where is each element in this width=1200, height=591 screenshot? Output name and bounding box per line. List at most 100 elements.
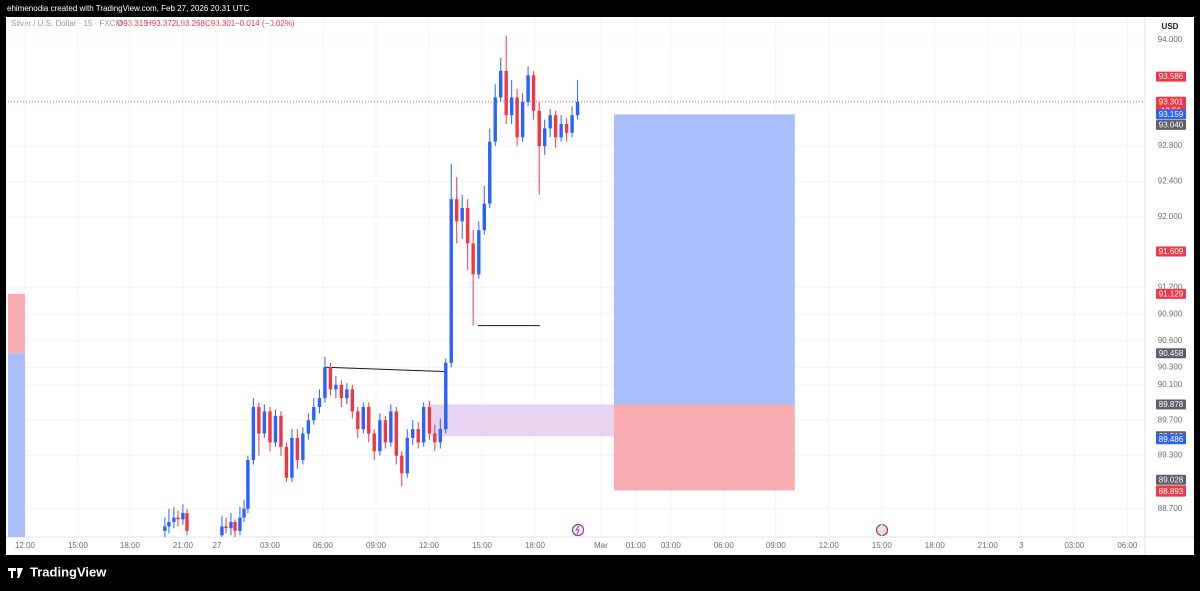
candle-body (273, 415, 278, 443)
candle-body (229, 521, 233, 529)
candle-body (328, 367, 333, 390)
footer-brand: TradingView (30, 564, 107, 579)
candle-body (242, 508, 246, 518)
candle-body (427, 407, 432, 434)
candle-body (317, 398, 322, 407)
candle-body (553, 115, 558, 138)
drawing-box (613, 114, 795, 405)
x-tick-label: 15:00 (872, 541, 893, 550)
candle-body (295, 437, 300, 461)
price-label-bg (1156, 348, 1186, 359)
y-tick-label: 92.000 (1158, 212, 1183, 221)
x-tick-label: 15:00 (68, 541, 89, 550)
header-text: ehimenodia created with TradingView.com,… (7, 4, 249, 13)
candle-body (455, 199, 459, 222)
candle-body (290, 437, 294, 478)
plot (8, 35, 1145, 537)
x-tick-label: 06:00 (1117, 541, 1138, 550)
y-tick-label: 92.400 (1158, 177, 1183, 186)
axes: 94.000 92.800 92.400 92.000 91.200 90.900 90.6… (15, 35, 1186, 550)
candle-body (367, 407, 371, 434)
x-tick-label: 18:00 (120, 541, 141, 550)
logo-icon (8, 568, 23, 578)
price-label-bg (1156, 474, 1186, 485)
candle-body (361, 407, 365, 430)
event-icon (575, 525, 580, 535)
candle-body (306, 420, 311, 434)
x-tick-label: 12:00 (419, 541, 440, 550)
candle-body (575, 101, 580, 116)
x-tick-label: 06:00 (313, 541, 334, 550)
y-tick-label: 94.000 (1158, 35, 1183, 44)
price-label: 93.586 (1159, 72, 1184, 81)
legend-high: H93.372 (146, 19, 177, 28)
x-tick-label: 21:00 (173, 541, 194, 550)
currency: USD (1162, 22, 1179, 31)
candle-body (279, 415, 283, 447)
price-label: 93.159 (1159, 110, 1184, 119)
candle-body (405, 437, 409, 474)
x-tick-label: Mar (594, 541, 608, 550)
x-tick-label: 27 (213, 541, 222, 550)
x-tick-label: 18:00 (925, 541, 946, 550)
price-label: 91.129 (1159, 290, 1184, 299)
event-icon (571, 523, 585, 537)
candle-body (559, 124, 563, 138)
price-label: 89.028 (1159, 475, 1184, 484)
legend-close: C93.301 (205, 19, 236, 28)
x-tick-label: 03:00 (661, 541, 682, 550)
candle-body (181, 513, 185, 520)
candle-body (220, 526, 224, 536)
candle-body (268, 411, 272, 443)
candle-body (488, 141, 492, 204)
candle-body (262, 411, 267, 434)
candle-body (471, 243, 475, 275)
y-tick-label: 90.600 (1158, 336, 1183, 345)
candle-body (176, 517, 180, 520)
candle-body (411, 429, 415, 438)
candle-body (339, 384, 344, 399)
x-tick-label: 3 (1019, 541, 1024, 550)
candle-body (394, 411, 399, 456)
candle-body (531, 75, 536, 111)
price-label-bg (1156, 71, 1186, 82)
candle-body (356, 411, 360, 430)
price-label: 89.486 (1159, 435, 1184, 444)
candle-body (167, 521, 171, 527)
candle-body (400, 455, 404, 474)
candle-body (543, 128, 547, 147)
y-tick-label: 88.700 (1158, 504, 1183, 513)
candle-body (350, 389, 355, 412)
x-tick-label: 06:00 (714, 541, 735, 550)
candle-body (246, 460, 250, 509)
candle-body (421, 407, 426, 443)
price-label: 90.458 (1159, 349, 1184, 358)
drawing-box (613, 404, 795, 491)
price-label-bg (1156, 434, 1186, 445)
candle-body (548, 115, 552, 129)
price-label: 88.893 (1159, 487, 1184, 496)
candle-body (444, 362, 448, 430)
candle-body (499, 70, 503, 98)
candle-body (334, 384, 338, 390)
x-tick-label: 15:00 (472, 541, 493, 550)
price-label: 93.301 (1159, 97, 1184, 106)
legend-low: L93.268 (176, 19, 205, 28)
candle-body (504, 70, 508, 116)
price-label-bg (1156, 109, 1186, 120)
candle-body (224, 526, 228, 529)
y-tick-label: 92.800 (1158, 141, 1183, 150)
candle-body (460, 208, 464, 222)
price-label: 93.040 (1159, 121, 1184, 130)
legend-symbol: Silver / U.S. Dollar · 15 · FXCM (11, 19, 122, 28)
y-tick-label: 90.100 (1158, 380, 1183, 389)
candle-body (378, 420, 382, 452)
candle-body (345, 389, 349, 399)
candle-body (509, 97, 514, 116)
drawing-box (8, 353, 25, 537)
candle-body (323, 367, 327, 399)
x-tick-label: 12:00 (15, 541, 36, 550)
price-label-bg (1156, 119, 1186, 130)
